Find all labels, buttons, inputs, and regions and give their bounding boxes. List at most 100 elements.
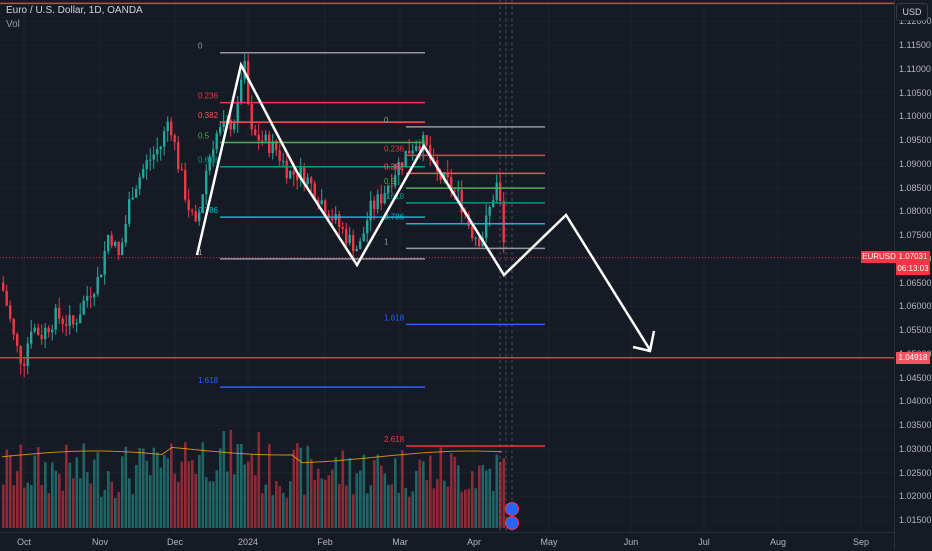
candle-body — [117, 241, 120, 256]
candle-body — [51, 329, 54, 333]
volume-bar — [163, 454, 166, 528]
price-tick-label: 1.02500 — [899, 467, 932, 478]
volume-bar — [5, 449, 9, 528]
eu-flag-event-icon[interactable] — [505, 516, 519, 530]
volume-bar — [453, 456, 457, 528]
candle-body — [205, 170, 208, 195]
volume-bar — [250, 454, 254, 528]
volume-bar — [268, 444, 271, 528]
volume-bar — [429, 455, 432, 528]
volume-bar — [128, 478, 131, 528]
volume-bar — [135, 464, 138, 528]
volume-bar — [131, 494, 135, 528]
fib-level-label: 0.5 — [198, 132, 210, 141]
time-tick-label: 2024 — [237, 537, 259, 547]
time-axis[interactable]: Oct Nov Dec 2024 Feb Mar Apr May Jun Jul Aug Sep — [0, 532, 894, 551]
volume-bar — [30, 485, 33, 528]
candle-body — [247, 60, 250, 105]
volume-bar — [408, 496, 411, 528]
volume-bar — [467, 488, 471, 528]
volume-bar — [373, 460, 376, 528]
candle-body — [30, 331, 33, 344]
candle-body — [376, 194, 379, 210]
candle-body — [37, 327, 40, 335]
candle-body — [380, 194, 383, 204]
candle-body — [317, 199, 320, 205]
candle-body — [2, 282, 5, 291]
volume-bar — [285, 497, 289, 528]
chart-pane[interactable]: 0 0.236 0.382 0.5 0.618 0.786 1 1.618 0 0.236 0.38… — [0, 0, 894, 550]
us-flag-event-icon[interactable] — [505, 502, 519, 516]
candle-body — [219, 127, 222, 134]
candle-body — [362, 233, 365, 242]
candle-body — [124, 223, 127, 243]
price-tick-label: 1.01500 — [899, 515, 932, 526]
candle-body — [26, 343, 29, 366]
candle-body — [373, 200, 376, 210]
volume-bar — [187, 461, 191, 528]
candle-body — [313, 183, 316, 200]
candle-body — [387, 185, 390, 194]
volume-bar — [191, 460, 194, 528]
candle-body — [289, 171, 292, 179]
volume-bar — [89, 483, 93, 528]
candle-body — [128, 199, 131, 224]
volume-bar — [215, 470, 219, 528]
candle-body — [236, 103, 239, 124]
volume-bar — [37, 447, 40, 528]
candle-body — [502, 200, 505, 243]
volume-bar — [208, 481, 212, 528]
candle-body — [383, 193, 386, 204]
volume-bar — [278, 486, 282, 528]
volume-bar — [47, 493, 51, 528]
candle-body — [40, 334, 43, 340]
candle-body — [261, 140, 264, 142]
price-tick-label: 1.06500 — [899, 277, 932, 288]
volume-bar — [117, 492, 121, 528]
candle-body — [471, 226, 474, 239]
volume-bar — [306, 445, 310, 528]
volume-bar — [485, 470, 488, 528]
candle-body — [271, 141, 274, 154]
candle-body — [404, 150, 407, 167]
volume-bar — [61, 490, 65, 528]
volume-bar — [303, 494, 306, 528]
candle-body — [327, 213, 330, 219]
time-tick-label: May — [540, 537, 558, 547]
volume-bar — [352, 494, 355, 528]
volume-bar — [96, 452, 100, 528]
candle-body — [446, 171, 449, 178]
candle-body — [47, 327, 50, 333]
symbol-title[interactable]: Euro / U.S. Dollar, 1D, OANDA — [6, 5, 143, 16]
volume-bar — [362, 454, 366, 528]
fib-level-label: 0.382 — [384, 162, 405, 171]
candle-body — [142, 169, 145, 178]
candle-body — [450, 177, 453, 191]
volume-bar — [26, 482, 30, 528]
volume-bar — [380, 465, 383, 528]
candle-body — [180, 169, 183, 171]
currency-button[interactable]: USD — [896, 3, 928, 21]
volume-bar — [369, 485, 373, 528]
volume-bar — [173, 473, 177, 528]
volume-bar — [299, 447, 303, 528]
volume-bar — [257, 432, 261, 528]
candle-body — [212, 149, 215, 157]
candle-body — [359, 241, 362, 249]
volume-bar — [450, 453, 453, 528]
volume-bar — [152, 447, 156, 528]
candle-body — [250, 104, 253, 130]
volume-bar — [502, 458, 506, 528]
candle-body — [170, 121, 173, 136]
volume-bar — [292, 449, 296, 528]
fib-level-label: 0.786 — [384, 213, 405, 222]
volume-indicator-label[interactable]: Vol — [6, 19, 20, 30]
volume-bar — [341, 450, 345, 528]
volume-bar — [282, 492, 285, 528]
candle-body — [233, 123, 236, 130]
fib-level-label: 0 — [198, 42, 203, 51]
volume-bar — [418, 459, 422, 528]
price-chart[interactable]: 0 0.236 0.382 0.5 0.618 0.786 1 1.618 0 0.236 0.38… — [0, 0, 894, 532]
volume-bar — [243, 464, 247, 528]
volume-bar — [383, 473, 387, 528]
